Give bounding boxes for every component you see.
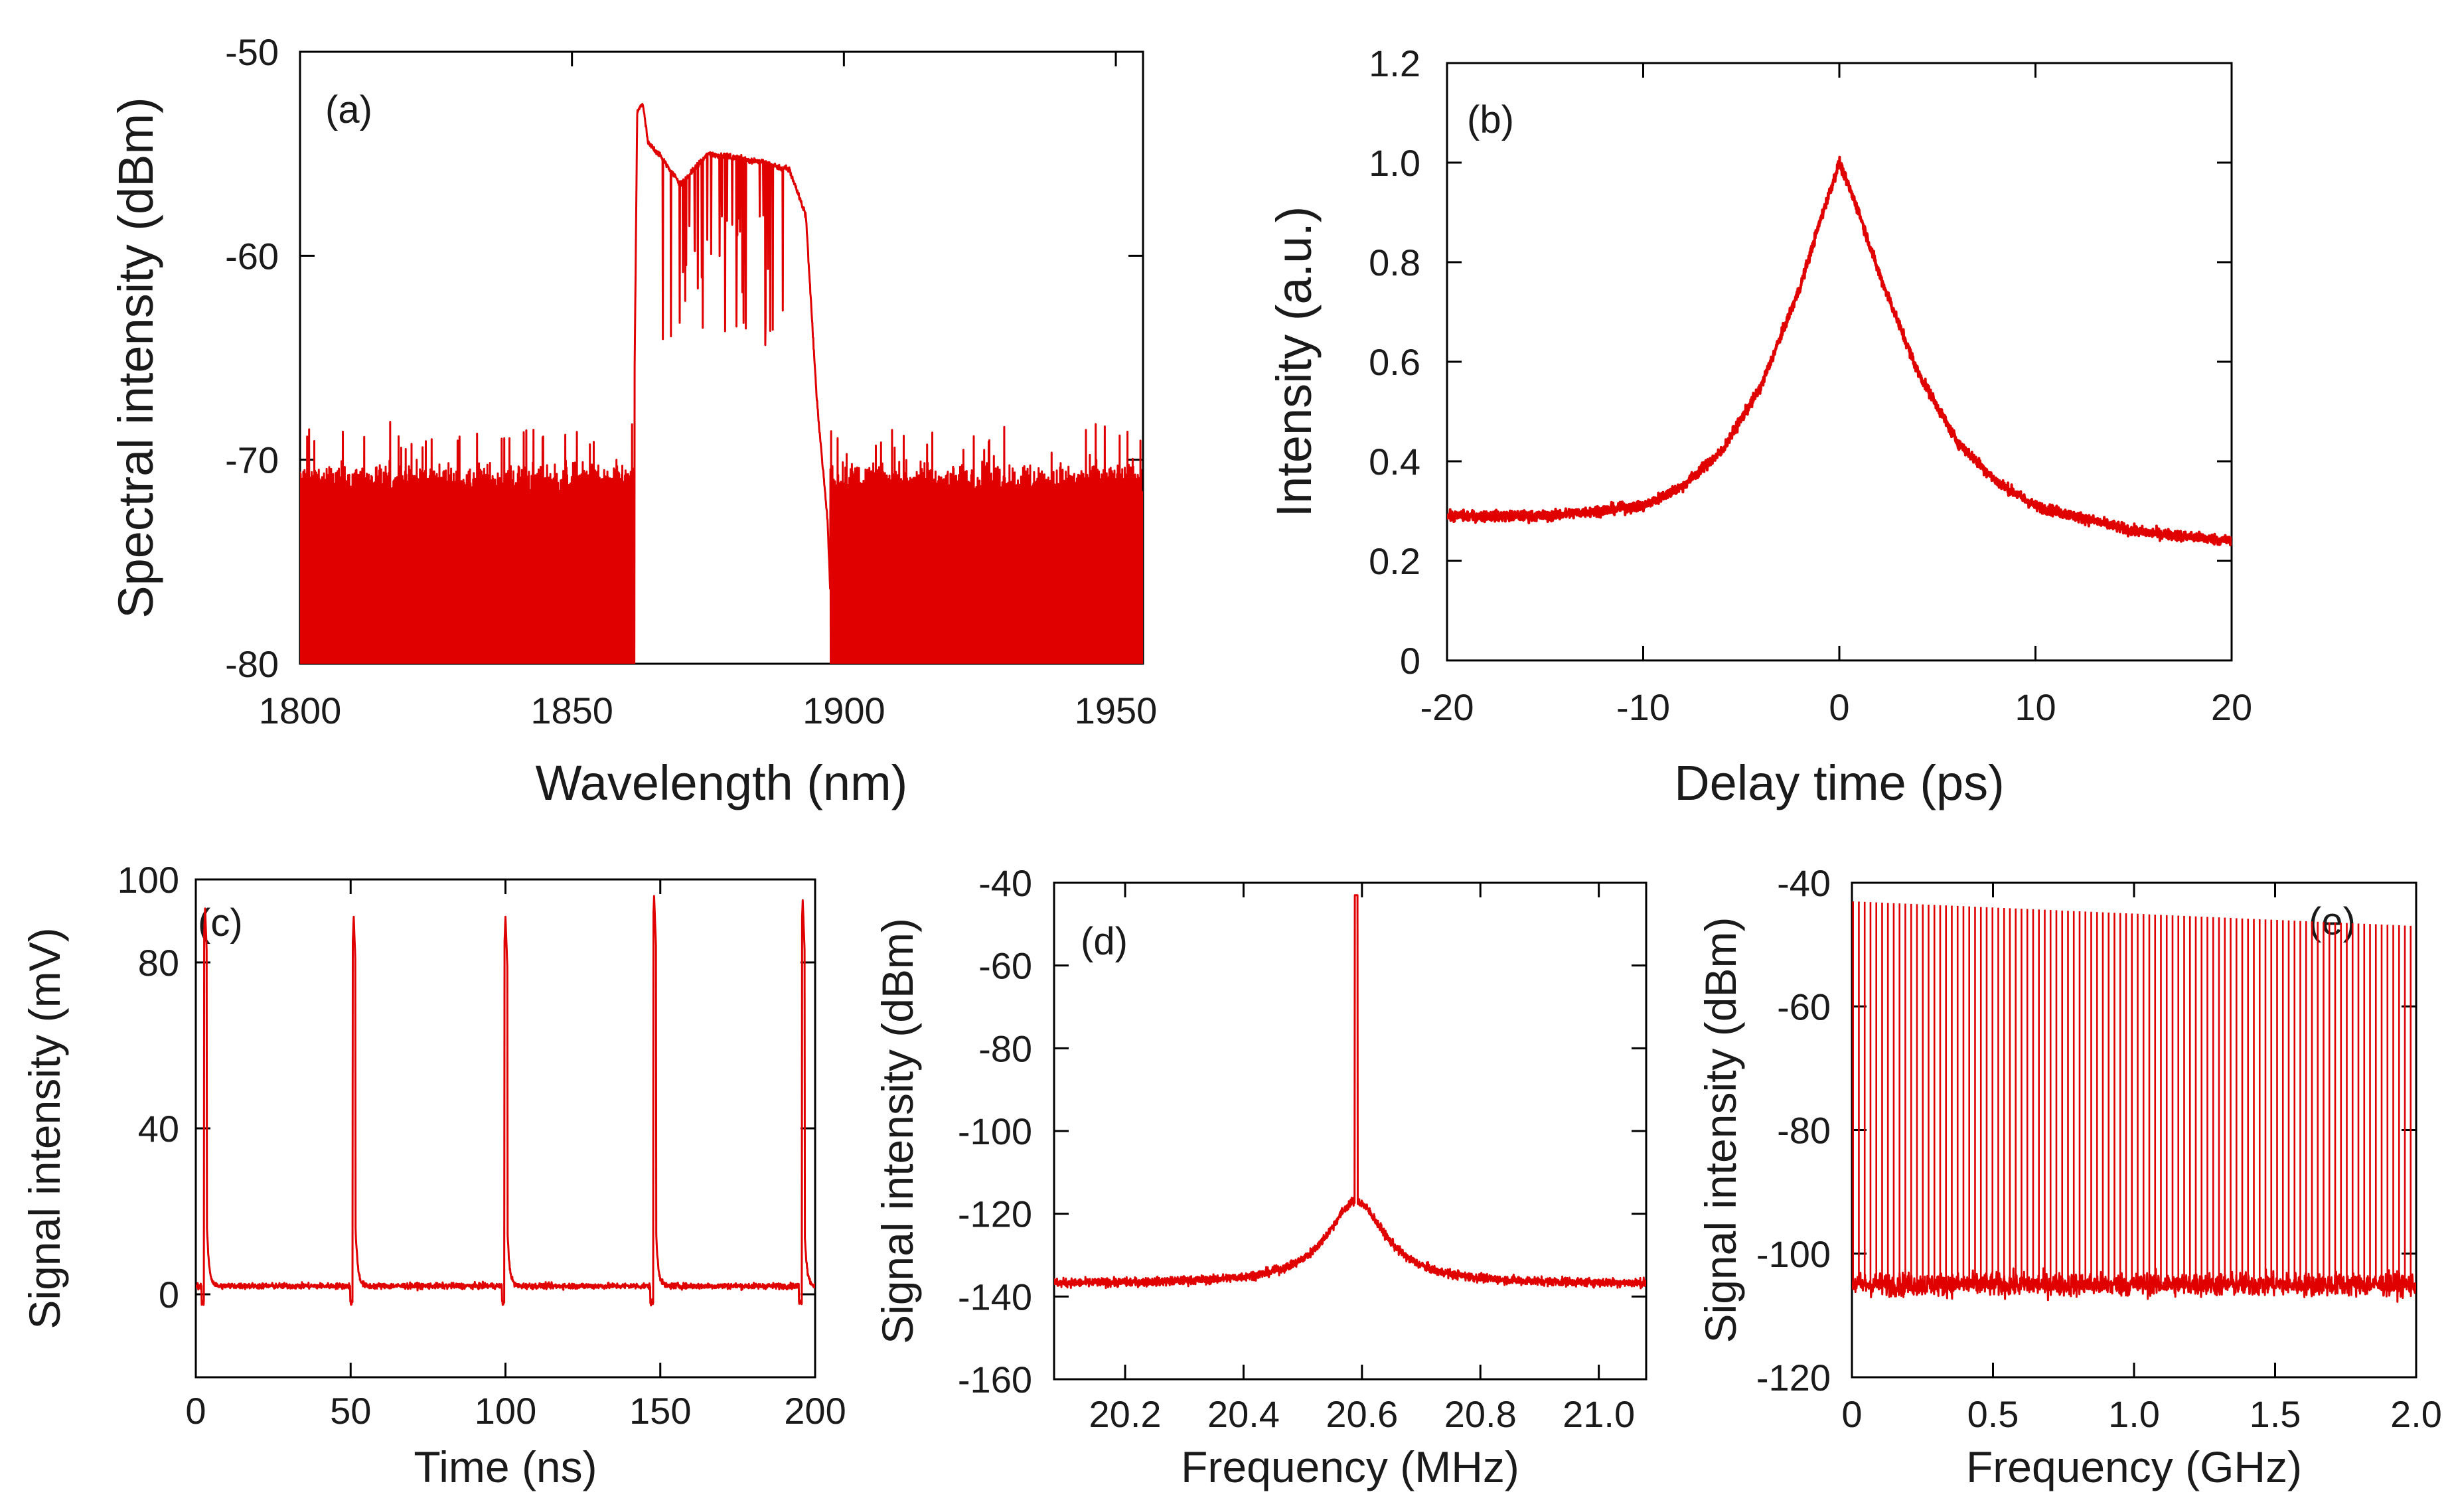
y-axis-title: Signal intensity (mV) xyxy=(20,927,69,1329)
panel-label: (d) xyxy=(1081,920,1128,963)
plot-frame xyxy=(299,50,1144,665)
panel-label: (b) xyxy=(1467,98,1514,141)
x-tick-label: 1850 xyxy=(530,690,613,731)
panel-a: 1800 1850 1900 1950 -80 -70 -60 -50 Wavelength (… xyxy=(108,31,1157,810)
panel-b: -20 -10 0 10 20 0 0.2 0.4 0.6 0.8 1.0 1.2 Delay time… xyxy=(1266,42,2252,810)
x-tick-label: -10 xyxy=(1616,686,1670,728)
panel-d: 20.2 20.4 20.6 20.8 21.0 -160 -140 -120 -100 -80 -… xyxy=(873,862,1647,1491)
y-tick-label: -70 xyxy=(225,439,279,481)
panel-e: 0 0.5 1.0 1.5 2.0 -120 -100 -80 -60 -40 Frequency … xyxy=(1696,862,2442,1491)
x-tick-label: 21.0 xyxy=(1563,1393,1635,1435)
y-tick-label: 0.6 xyxy=(1369,341,1420,383)
x-tick-label: -20 xyxy=(1420,686,1474,728)
y-tick-label: -120 xyxy=(958,1193,1032,1235)
y-tick-label: 0.4 xyxy=(1369,441,1420,483)
x-tick-label: 1950 xyxy=(1075,690,1158,731)
x-tick-label: 100 xyxy=(475,1390,536,1432)
x-tick-label: 10 xyxy=(2015,686,2056,728)
y-tick-label: -80 xyxy=(1777,1110,1831,1152)
y-tick-label: -140 xyxy=(958,1276,1032,1318)
noise-floor-trace xyxy=(1852,1267,2416,1303)
spectrum-trace xyxy=(300,103,1143,664)
x-axis-title: Frequency (MHz) xyxy=(1181,1442,1519,1491)
y-tick-label: -60 xyxy=(1777,986,1831,1027)
y-tick-label: -40 xyxy=(1777,862,1831,904)
y-tick-label: 0 xyxy=(1400,640,1420,682)
y-tick-label: -100 xyxy=(958,1110,1032,1152)
x-tick-label: 20.4 xyxy=(1207,1393,1280,1435)
y-tick-label: -160 xyxy=(958,1359,1032,1400)
y-axis-title: Intensity (a.u.) xyxy=(1266,206,1322,518)
x-tick-label: 20 xyxy=(2211,686,2252,728)
plot-frame xyxy=(1851,881,2417,1379)
x-axis-title: Wavelength (nm) xyxy=(536,755,908,810)
y-tick-label: 0.8 xyxy=(1369,242,1420,283)
y-tick-label: 0.2 xyxy=(1369,540,1420,582)
plot-frame xyxy=(1053,881,1647,1381)
x-axis-title: Time (ns) xyxy=(414,1442,597,1491)
y-tick-label: -50 xyxy=(225,31,279,73)
x-axis-title: Delay time (ps) xyxy=(1674,755,2005,810)
x-tick-label: 1.0 xyxy=(2108,1393,2160,1435)
x-tick-label: 0 xyxy=(1841,1393,1862,1435)
y-tick-label: 0 xyxy=(159,1274,179,1316)
y-tick-label: 80 xyxy=(138,942,179,984)
x-tick-label: 150 xyxy=(629,1390,691,1432)
panel-label: (a) xyxy=(325,88,372,131)
y-tick-label: 100 xyxy=(117,859,179,901)
y-tick-label: -120 xyxy=(1756,1357,1831,1399)
x-tick-label: 20.2 xyxy=(1089,1393,1162,1435)
x-tick-label: 2.0 xyxy=(2390,1393,2442,1435)
y-tick-label: 1.0 xyxy=(1369,142,1420,184)
y-axis-title: Spectral intensity (dBm) xyxy=(108,97,163,619)
x-tick-label: 200 xyxy=(784,1390,846,1432)
x-tick-label: 0 xyxy=(1829,686,1849,728)
autocorrelation-trace xyxy=(1447,155,2232,546)
x-tick-label: 0 xyxy=(185,1390,206,1432)
panel-c: 0 50 100 150 200 0 40 80 100 Time (ns) Signal inte… xyxy=(20,859,846,1491)
y-axis-title: Signal intensity (dBm) xyxy=(873,918,922,1344)
y-tick-label: -100 xyxy=(1756,1233,1831,1275)
x-tick-label: 0.5 xyxy=(1967,1393,2019,1435)
y-tick-label: 1.2 xyxy=(1369,42,1420,84)
x-tick-label: 20.8 xyxy=(1444,1393,1517,1435)
x-tick-label: 1.5 xyxy=(2250,1393,2301,1435)
y-tick-label: -80 xyxy=(978,1027,1032,1069)
rf-spectrum-trace xyxy=(1054,894,1646,1290)
y-tick-label: -60 xyxy=(978,945,1032,987)
y-tick-label: 40 xyxy=(138,1108,179,1150)
x-tick-label: 1800 xyxy=(259,690,342,731)
y-tick-label: -80 xyxy=(225,643,279,685)
panel-label: (e) xyxy=(2309,900,2356,943)
y-axis-title: Signal intensity (dBm) xyxy=(1696,917,1745,1343)
y-tick-label: -60 xyxy=(225,235,279,277)
y-tick-label: -40 xyxy=(978,862,1032,904)
pulse-train-trace xyxy=(196,895,815,1307)
x-tick-label: 20.6 xyxy=(1326,1393,1398,1435)
plot-frame xyxy=(1446,62,2233,662)
x-axis-title: Frequency (GHz) xyxy=(1966,1442,2302,1491)
x-tick-label: 50 xyxy=(330,1390,371,1432)
x-tick-label: 1900 xyxy=(803,690,885,731)
